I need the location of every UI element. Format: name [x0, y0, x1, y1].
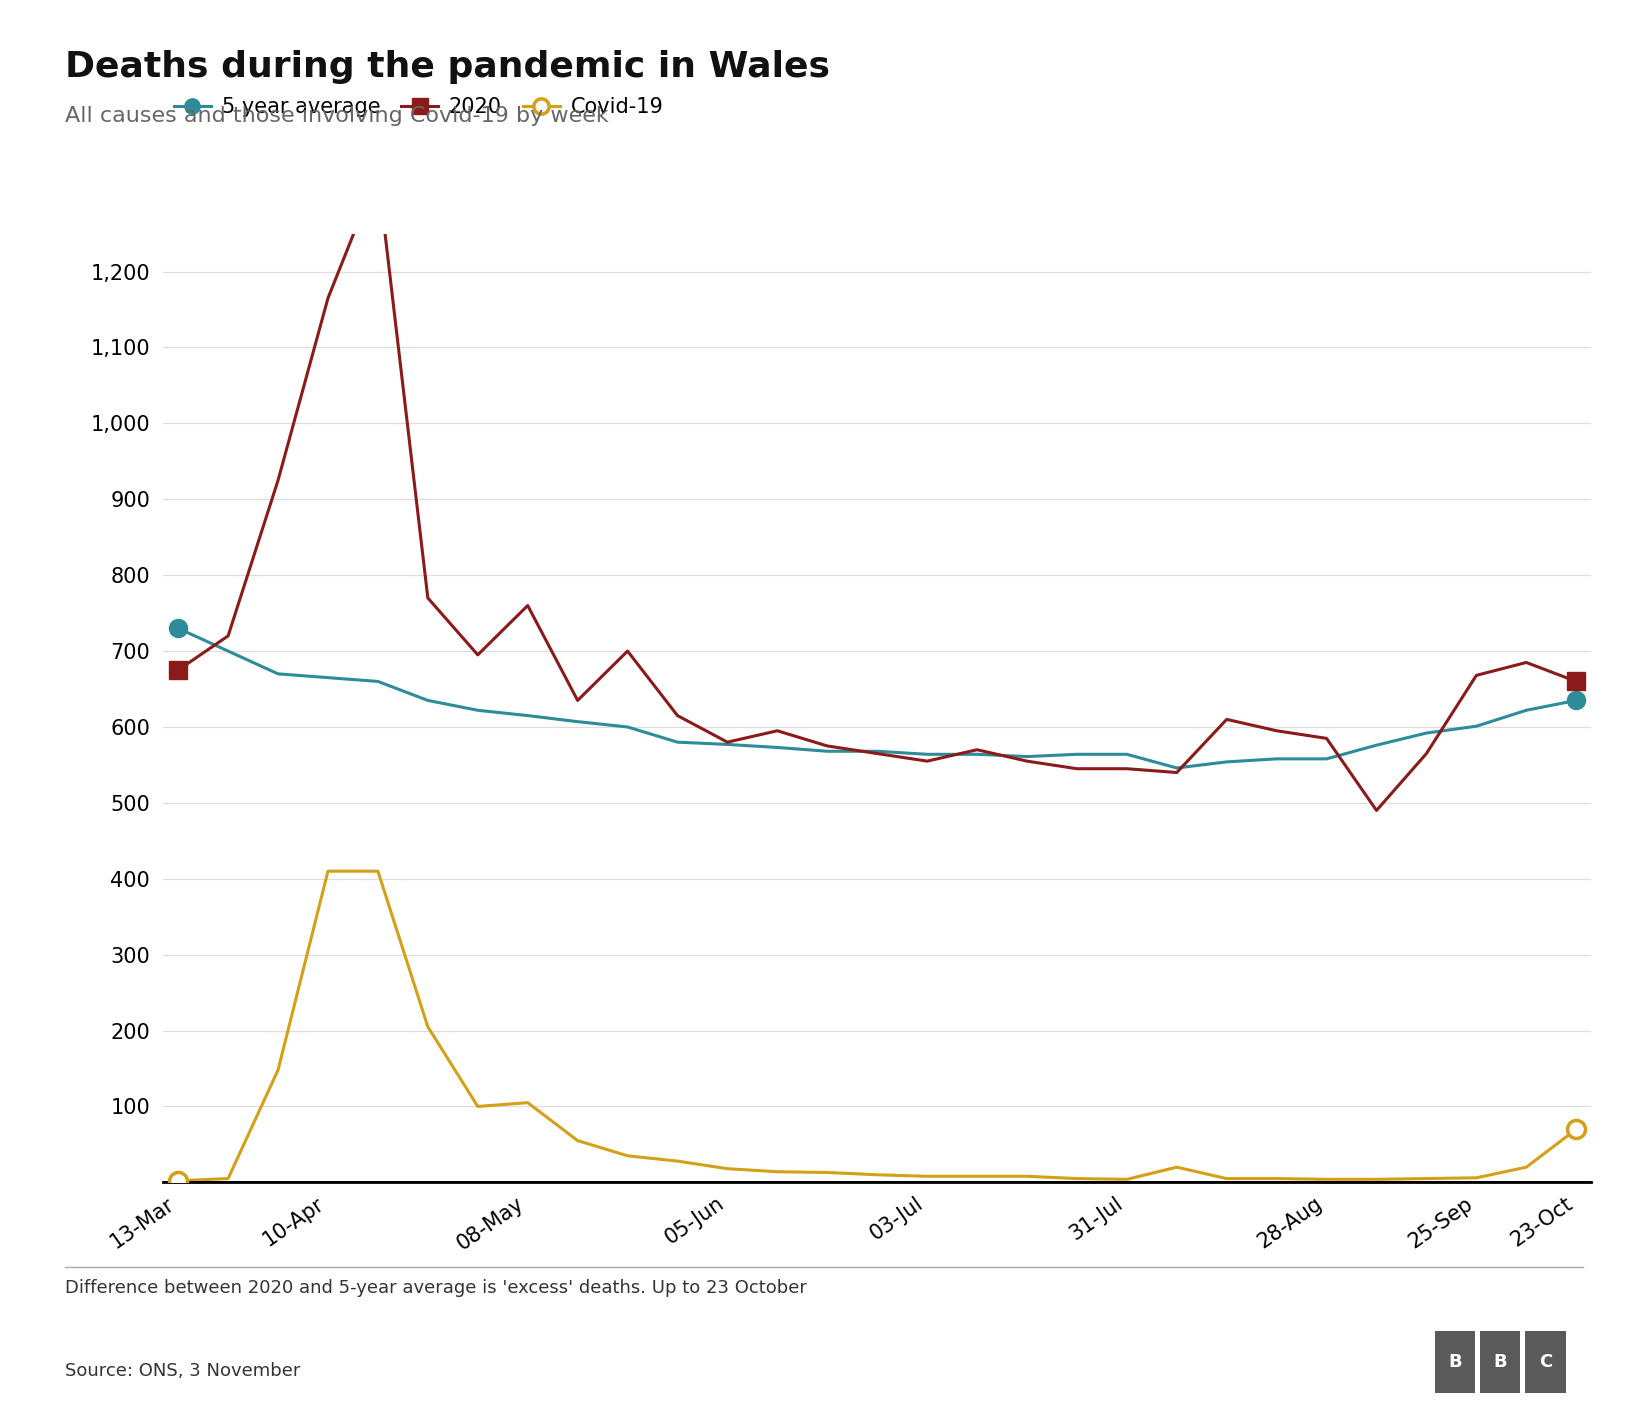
FancyBboxPatch shape	[1436, 1331, 1475, 1393]
FancyBboxPatch shape	[1480, 1331, 1521, 1393]
Text: Deaths during the pandemic in Wales: Deaths during the pandemic in Wales	[65, 50, 831, 84]
FancyBboxPatch shape	[1526, 1331, 1565, 1393]
Text: Source: ONS, 3 November: Source: ONS, 3 November	[65, 1362, 300, 1381]
Text: All causes and those involving Covid-19 by week: All causes and those involving Covid-19 …	[65, 106, 609, 126]
Text: Difference between 2020 and 5-year average is 'excess' deaths. Up to 23 October: Difference between 2020 and 5-year avera…	[65, 1279, 808, 1297]
Text: C: C	[1539, 1354, 1552, 1371]
Text: B: B	[1493, 1354, 1508, 1371]
Legend: 5 year average, 2020, Covid-19: 5 year average, 2020, Covid-19	[173, 98, 664, 118]
Text: B: B	[1449, 1354, 1462, 1371]
